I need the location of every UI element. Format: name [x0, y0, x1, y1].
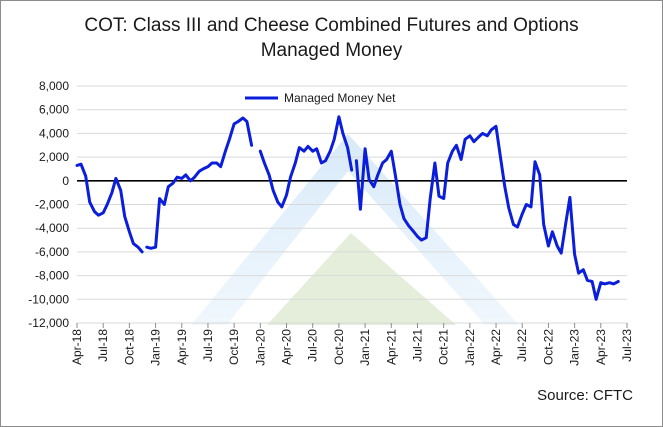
source-note: Source: CFTC [537, 387, 633, 404]
chart-title: COT: Class III and Cheese Combined Futur… [1, 13, 662, 63]
y-tick-label: -8,000 [35, 269, 69, 283]
y-axis-tick-labels: 8,000 6,000 4,000 2,000 0 -2,000 -4,000 -6,000 -… [28, 79, 69, 330]
y-tick-label: 8,000 [39, 79, 69, 93]
watermark-logo [191, 134, 519, 325]
series-line-managed-money-net [145, 116, 254, 250]
series-line-managed-money-net [75, 162, 144, 254]
series-lines [75, 115, 620, 301]
x-tick-label: Jan-22 [463, 329, 477, 366]
y-tick-label: -12,000 [28, 316, 69, 330]
x-axis-tick-labels: Apr-18 Jul-18 Oct-18 Jan-19 Apr-19 Jul-19 Oct-… [70, 323, 634, 366]
x-tick-label: Jul-22 [515, 329, 529, 362]
chart-title-line-1: COT: Class III and Cheese Combined Futur… [84, 15, 579, 36]
x-tick-label: Apr-22 [489, 329, 503, 365]
series-line-managed-money-net [354, 124, 620, 301]
x-tick-label: Oct-19 [227, 329, 241, 365]
gridlines [77, 85, 627, 324]
x-tick-label: Jul-18 [96, 329, 110, 362]
x-tick-label: Jan-23 [568, 329, 582, 366]
x-tick-label: Oct-21 [437, 329, 451, 365]
legend: Managed Money Net [245, 91, 396, 105]
y-tick-label: -10,000 [28, 292, 69, 306]
series-line-managed-money-net [258, 115, 354, 209]
y-tick-label: 6,000 [39, 103, 69, 117]
x-tick-label: Jan-21 [358, 329, 372, 366]
x-tick-label: Jul-19 [201, 329, 215, 362]
x-tick-label: Jan-19 [149, 329, 163, 366]
y-tick-label: -2,000 [35, 198, 69, 212]
x-tick-label: Oct-22 [541, 329, 555, 365]
x-tick-label: Apr-18 [70, 329, 84, 365]
y-tick-label: -6,000 [35, 245, 69, 259]
y-tick-label: 4,000 [39, 126, 69, 140]
x-tick-label: Apr-20 [280, 329, 294, 365]
y-tick-label: -4,000 [35, 221, 69, 235]
x-tick-label: Jul-21 [410, 329, 424, 362]
legend-label: Managed Money Net [284, 91, 396, 105]
x-tick-label: Jan-20 [253, 329, 267, 366]
x-tick-label: Jul-20 [306, 329, 320, 362]
x-tick-label: Oct-18 [122, 329, 136, 365]
x-tick-label: Jul-23 [620, 329, 634, 362]
x-tick-label: Apr-19 [175, 329, 189, 365]
chart-title-line-2: Managed Money [260, 40, 403, 61]
x-tick-label: Apr-21 [384, 329, 398, 365]
y-tick-label: 0 [62, 174, 69, 188]
y-tick-label: 2,000 [39, 150, 69, 164]
x-tick-label: Apr-23 [594, 329, 608, 365]
x-tick-label: Oct-20 [332, 329, 346, 365]
